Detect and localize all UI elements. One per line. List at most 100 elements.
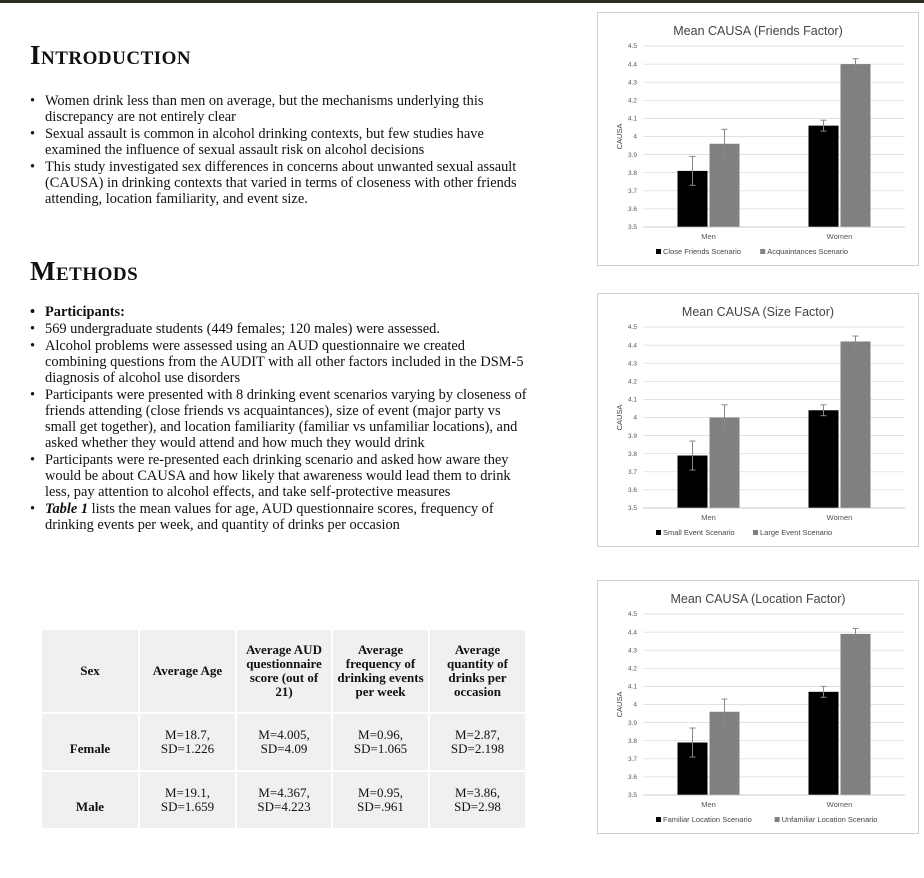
y-tick-label: 3.8 [628, 451, 637, 458]
bar [840, 633, 871, 795]
cell-male-aud: M=4.367, SD=4.223 [235, 770, 333, 830]
y-tick-label: 4.1 [628, 684, 637, 691]
y-tick-label: 3.6 [628, 487, 637, 494]
y-axis-label: CAUSA [615, 405, 624, 431]
bar [840, 64, 871, 227]
cell-female-quantity: M=2.87, SD=2.198 [428, 712, 527, 772]
methods-heading: Methods [30, 256, 139, 286]
introduction-bullets: Women drink less than men on average, bu… [28, 93, 528, 208]
methods-bullet-5: Table 1 lists the mean values for age, A… [28, 501, 528, 533]
y-tick-label: 3.6 [628, 206, 637, 213]
y-tick-label: 3.9 [628, 433, 637, 440]
methods-bullet-4: Participants were re-presented each drin… [28, 452, 528, 500]
y-tick-label: 3.9 [628, 720, 637, 727]
legend-swatch [753, 530, 758, 535]
stats-table: Sex Average Age Average AUD questionnair… [40, 628, 527, 830]
chart-title: Mean CAUSA (Location Factor) [670, 592, 845, 606]
intro-bullet-1: Women drink less than men on average, bu… [28, 93, 528, 125]
bar [840, 341, 871, 508]
y-tick-label: 4 [633, 702, 637, 709]
table-ref-text: lists the mean values for age, AUD quest… [45, 501, 494, 533]
cell-female-aud: M=4.005, SD=4.09 [235, 712, 333, 772]
methods-bullet-1: 569 undergraduate students (449 females;… [28, 321, 528, 337]
table-header-row: Sex Average Age Average AUD questionnair… [40, 628, 527, 714]
chart-svg: Mean CAUSA (Size Factor) 3.5 3.6 3.7 3.8 3.9 4… [615, 305, 905, 537]
chart-location-factor: Mean CAUSA (Location Factor) 3.5 3.6 3.7 3.8… [597, 580, 919, 834]
bar [808, 691, 839, 795]
y-tick-label: 4.2 [628, 98, 637, 105]
y-tick-label: 4.5 [628, 611, 637, 618]
table-row: Male M=19.1, SD=1.659 M=4.367, SD=4.223 M=… [40, 770, 527, 830]
bar [709, 417, 740, 508]
x-category-label: Women [827, 513, 853, 522]
y-tick-label: 4.3 [628, 647, 637, 654]
y-tick-label: 4.5 [628, 324, 637, 331]
x-category-label: Men [701, 800, 716, 809]
y-tick-label: 3.9 [628, 152, 637, 159]
y-tick-label: 3.8 [628, 738, 637, 745]
chart-title: Mean CAUSA (Friends Factor) [673, 24, 843, 38]
y-tick-label: 4.4 [628, 629, 637, 636]
intro-bullet-2: Sexual assault is common in alcohol drin… [28, 126, 528, 158]
y-tick-label: 3.7 [628, 188, 637, 195]
chart-title: Mean CAUSA (Size Factor) [682, 305, 834, 319]
y-tick-label: 3.7 [628, 469, 637, 476]
row-sex-female: Female [40, 712, 140, 772]
legend-swatch [760, 249, 766, 254]
y-tick-label: 4.3 [628, 360, 637, 367]
legend-label: Unfamiliar Location Scenario [782, 815, 878, 824]
y-tick-label: 4 [633, 134, 637, 141]
intro-bullet-3: This study investigated sex differences … [28, 159, 528, 207]
chart-svg: Mean CAUSA (Location Factor) 3.5 3.6 3.7 3.8… [615, 592, 905, 824]
y-tick-label: 4.5 [628, 43, 637, 50]
legend-label: Large Event Scenario [760, 528, 832, 537]
bar [808, 125, 839, 227]
y-tick-label: 4.4 [628, 342, 637, 349]
y-tick-label: 4.3 [628, 79, 637, 86]
chart-friends-factor: Mean CAUSA (Friends Factor) 3.5 3.6 3.7 3.8 3… [597, 12, 919, 266]
y-tick-label: 3.7 [628, 756, 637, 763]
x-category-label: Men [701, 513, 716, 522]
legend-swatch [656, 530, 661, 535]
bar [709, 711, 740, 795]
cell-female-frequency: M=0.96, SD=1.065 [331, 712, 430, 772]
y-tick-label: 4.1 [628, 116, 637, 123]
introduction-heading: Introduction [30, 40, 192, 70]
legend-label: Acquaintances Scenario [767, 247, 848, 256]
header-frequency: Average frequency of drinking events per… [331, 628, 430, 714]
legend-label: Close Friends Scenario [663, 247, 741, 256]
header-aud: Average AUD questionnaire score (out of … [235, 628, 333, 714]
header-quantity: Average quantity of drinks per occasion [428, 628, 527, 714]
x-category-label: Men [701, 232, 716, 241]
cell-female-age: M=18.7, SD=1.226 [138, 712, 237, 772]
header-sex: Sex [40, 628, 140, 714]
chart-svg: Mean CAUSA (Friends Factor) 3.5 3.6 3.7 3.8 3… [615, 24, 905, 256]
legend-swatch [656, 817, 661, 822]
y-tick-label: 4.2 [628, 666, 637, 673]
y-tick-label: 3.5 [628, 792, 637, 799]
y-tick-label: 3.5 [628, 224, 637, 231]
y-tick-label: 3.8 [628, 170, 637, 177]
table-ref: Table 1 [45, 501, 89, 517]
legend-swatch [656, 249, 661, 254]
y-axis-label: CAUSA [615, 124, 624, 150]
top-border [0, 0, 924, 3]
x-category-label: Women [827, 800, 853, 809]
y-axis-label: CAUSA [615, 692, 624, 718]
header-age: Average Age [138, 628, 237, 714]
y-tick-label: 4.2 [628, 379, 637, 386]
legend-label: Small Event Scenario [663, 528, 735, 537]
legend-label: Familiar Location Scenario [663, 815, 752, 824]
bar [808, 410, 839, 508]
row-sex-male: Male [40, 770, 140, 830]
methods-bullet-2: Alcohol problems were assessed using an … [28, 338, 528, 386]
y-tick-label: 3.6 [628, 774, 637, 781]
y-tick-label: 4 [633, 415, 637, 422]
x-category-label: Women [827, 232, 853, 241]
chart-size-factor: Mean CAUSA (Size Factor) 3.5 3.6 3.7 3.8 3.9 4… [597, 293, 919, 547]
table-row: Female M=18.7, SD=1.226 M=4.005, SD=4.09 M… [40, 712, 527, 772]
participants-label: Participants: [28, 304, 528, 320]
cell-male-age: M=19.1, SD=1.659 [138, 770, 237, 830]
y-tick-label: 3.5 [628, 505, 637, 512]
y-tick-label: 4.4 [628, 61, 637, 68]
